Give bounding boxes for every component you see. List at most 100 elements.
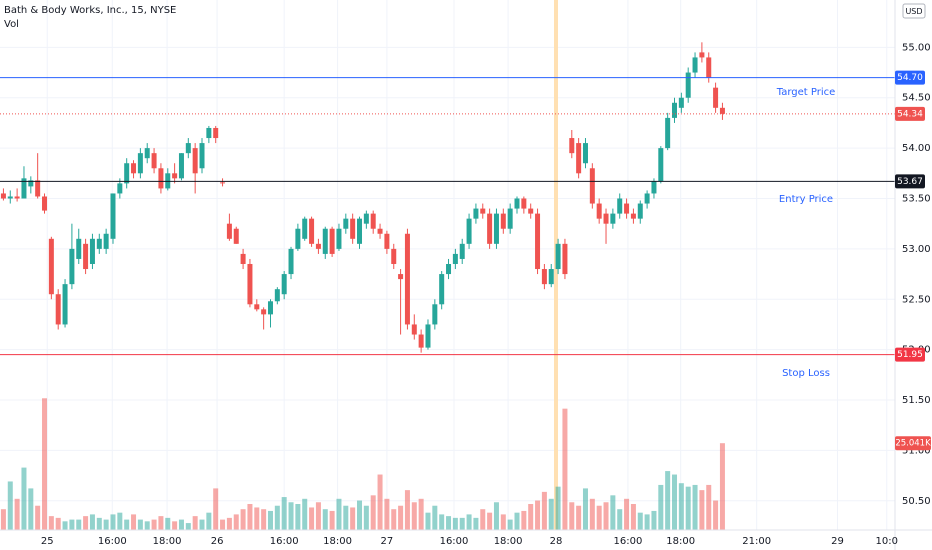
price-label-box — [895, 347, 925, 362]
volume-bar — [713, 500, 719, 530]
volume-bar — [35, 505, 41, 530]
candle-body — [357, 218, 363, 244]
volume-bar — [610, 495, 616, 530]
candle-body — [603, 213, 609, 224]
candle-body — [569, 138, 575, 154]
x-tick-label: 18:00 — [153, 536, 182, 547]
volume-bar — [548, 498, 554, 530]
candle-body — [48, 238, 54, 295]
candle-body — [685, 72, 691, 98]
x-tick-label: 16:00 — [440, 536, 469, 547]
y-tick-label: 52.50 — [902, 294, 931, 305]
volume-bar — [199, 519, 205, 530]
volume-bar — [55, 517, 61, 530]
volume-bar — [14, 498, 20, 530]
x-tick-label: 25 — [41, 536, 54, 547]
candle-body — [55, 294, 61, 325]
volume-bar — [404, 490, 410, 530]
volume-bar — [493, 502, 499, 530]
candle-body — [117, 183, 123, 194]
volume-legend: Vol — [4, 19, 19, 30]
candle-body — [274, 289, 280, 302]
volume-bar — [603, 502, 609, 530]
candle-body — [713, 87, 719, 108]
volume-bar — [89, 514, 95, 530]
annotation: Target Price — [776, 87, 836, 98]
volume-bar — [528, 504, 534, 530]
volume-bar — [274, 505, 280, 530]
candle-body — [110, 193, 116, 239]
candle-body — [83, 243, 89, 270]
candle-body — [555, 243, 561, 270]
volume-bar — [247, 504, 253, 530]
candle-body — [254, 304, 260, 310]
volume-bar — [624, 498, 630, 530]
candle-body — [240, 253, 246, 264]
candle-body — [28, 180, 34, 187]
price-label-box — [895, 106, 925, 121]
volume-label-box — [895, 436, 931, 451]
volume-bar — [535, 500, 541, 530]
volume-label: 25.041K — [895, 439, 931, 449]
candle-body — [500, 213, 506, 229]
candle-body — [377, 228, 383, 234]
volume-bar — [439, 514, 445, 530]
candle-body — [473, 208, 479, 219]
candle-body — [624, 203, 630, 214]
volume-bar — [233, 514, 239, 530]
volume-pane — [0, 398, 725, 530]
volume-bar — [295, 504, 301, 530]
candle-body — [617, 198, 623, 214]
candle-body — [459, 243, 465, 259]
candle-body — [658, 148, 664, 182]
candle-body — [493, 213, 499, 244]
volume-bar — [377, 474, 383, 530]
candle-body — [267, 301, 273, 315]
candle-body — [535, 213, 541, 270]
volume-bar — [576, 505, 582, 530]
candle-body — [439, 274, 445, 305]
volume-bar — [665, 471, 671, 530]
volume-bar — [206, 512, 212, 530]
price-label: 54.70 — [897, 73, 923, 83]
currency[interactable]: USD — [905, 7, 922, 16]
candle-body — [226, 223, 232, 239]
y-tick-label: 50.50 — [902, 496, 931, 507]
volume-bar — [562, 408, 568, 530]
candle-body — [158, 168, 164, 189]
volume-bar — [589, 498, 595, 530]
candle-body — [514, 198, 520, 209]
price-label: 51.95 — [897, 350, 923, 360]
volume-bar — [96, 517, 102, 530]
candle-body — [329, 228, 335, 254]
volume-bar — [596, 505, 602, 530]
candle-body — [103, 233, 109, 249]
volume-bar — [452, 517, 458, 530]
price-label: 53.67 — [897, 177, 923, 187]
volume-bar — [343, 505, 349, 530]
candle-body — [295, 228, 301, 249]
volume-bar — [281, 497, 287, 530]
volume-bar — [466, 514, 472, 530]
axes: 50.5051.0051.5052.0052.5053.0053.5054.00… — [41, 42, 931, 547]
volume-bar — [69, 519, 75, 530]
volume-bar — [220, 519, 226, 530]
candle-body — [404, 233, 410, 325]
volume-bar — [117, 512, 123, 530]
x-tick-label: 18:00 — [494, 536, 523, 547]
volume-bar — [329, 510, 335, 530]
candle-body — [261, 309, 267, 315]
candle-body — [315, 243, 321, 249]
candle-body — [665, 117, 671, 149]
x-tick-label: 18:00 — [666, 536, 695, 547]
currency-box[interactable] — [902, 3, 926, 19]
candle-body — [425, 324, 431, 348]
x-tick-label: 18:00 — [323, 536, 352, 547]
candle-body — [398, 274, 404, 280]
candle-body — [76, 238, 82, 259]
volume-bar — [48, 516, 54, 530]
candle-body — [288, 248, 294, 275]
candle-body — [719, 107, 725, 114]
candle-body — [322, 228, 328, 254]
volume-bar — [500, 514, 506, 530]
